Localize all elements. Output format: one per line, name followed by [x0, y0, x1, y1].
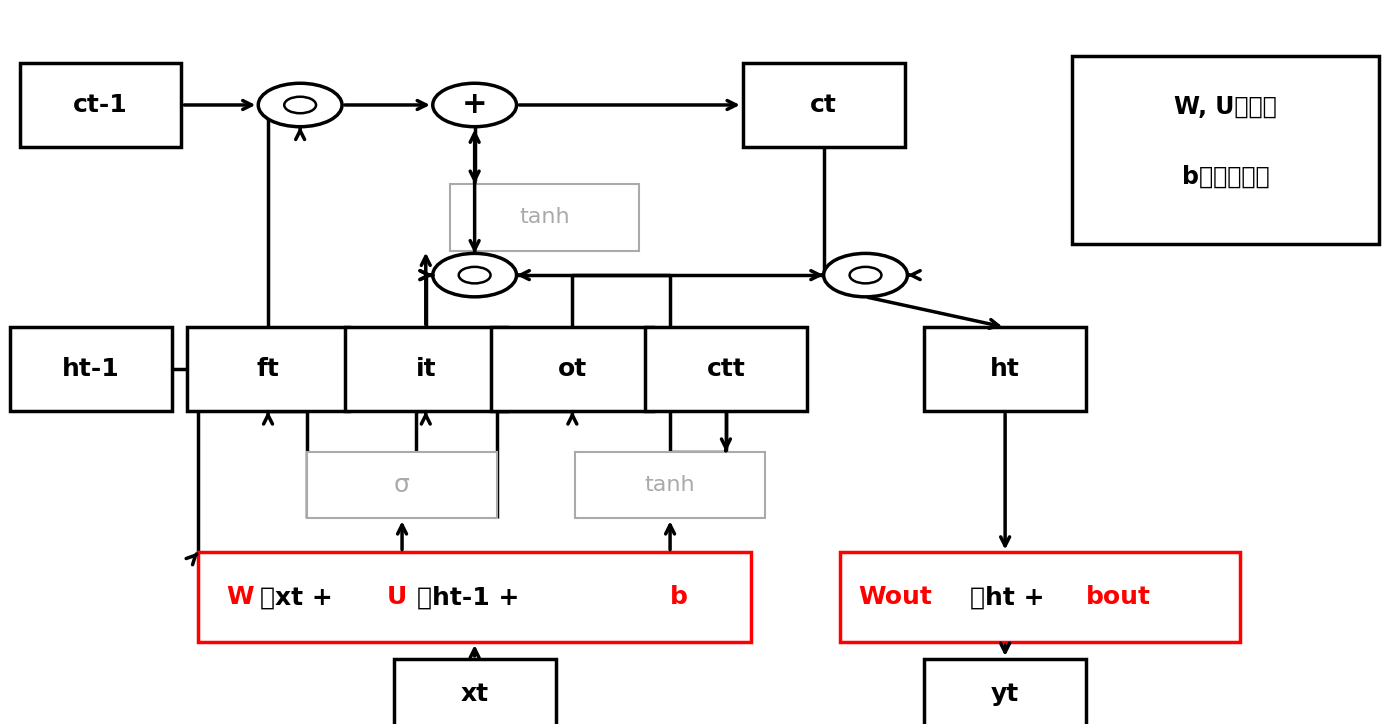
- Text: ct-1: ct-1: [73, 93, 128, 117]
- Circle shape: [433, 83, 517, 127]
- Circle shape: [850, 267, 881, 283]
- Circle shape: [459, 267, 490, 283]
- Text: xt: xt: [461, 681, 489, 706]
- FancyBboxPatch shape: [743, 63, 905, 147]
- Text: b：バイアス: b：バイアス: [1182, 164, 1269, 189]
- FancyBboxPatch shape: [198, 552, 751, 642]
- Text: W, U：重み: W, U：重み: [1174, 95, 1277, 119]
- Text: Wout: Wout: [859, 585, 933, 610]
- Text: ・ht +: ・ht +: [970, 585, 1044, 610]
- Text: ctt: ctt: [706, 357, 745, 382]
- Text: ft: ft: [257, 357, 279, 382]
- Text: +: +: [462, 90, 487, 119]
- FancyBboxPatch shape: [924, 327, 1086, 411]
- Text: it: it: [416, 357, 436, 382]
- Text: ot: ot: [558, 357, 586, 382]
- Text: b: b: [670, 585, 688, 610]
- FancyBboxPatch shape: [345, 327, 507, 411]
- FancyBboxPatch shape: [840, 552, 1240, 642]
- Text: ct: ct: [810, 93, 838, 117]
- FancyBboxPatch shape: [20, 63, 181, 147]
- Circle shape: [433, 253, 517, 297]
- FancyBboxPatch shape: [10, 327, 172, 411]
- FancyBboxPatch shape: [1072, 56, 1379, 244]
- Text: bout: bout: [1086, 585, 1152, 610]
- Text: U: U: [387, 585, 408, 610]
- Text: tanh: tanh: [645, 475, 695, 495]
- FancyBboxPatch shape: [394, 659, 556, 724]
- Text: tanh: tanh: [519, 207, 570, 227]
- FancyBboxPatch shape: [187, 327, 349, 411]
- Circle shape: [258, 83, 342, 127]
- Text: σ: σ: [394, 473, 410, 497]
- Text: ・xt +: ・xt +: [260, 585, 341, 610]
- Text: W: W: [226, 585, 254, 610]
- Text: ・ht-1 +: ・ht-1 +: [417, 585, 519, 610]
- FancyBboxPatch shape: [645, 327, 807, 411]
- FancyBboxPatch shape: [924, 659, 1086, 724]
- Circle shape: [824, 253, 907, 297]
- Text: ht: ht: [990, 357, 1020, 382]
- FancyBboxPatch shape: [575, 452, 765, 518]
- FancyBboxPatch shape: [307, 452, 497, 518]
- Text: yt: yt: [991, 681, 1019, 706]
- FancyBboxPatch shape: [491, 327, 653, 411]
- Text: ht-1: ht-1: [61, 357, 120, 382]
- FancyBboxPatch shape: [450, 184, 639, 251]
- Circle shape: [285, 97, 315, 113]
